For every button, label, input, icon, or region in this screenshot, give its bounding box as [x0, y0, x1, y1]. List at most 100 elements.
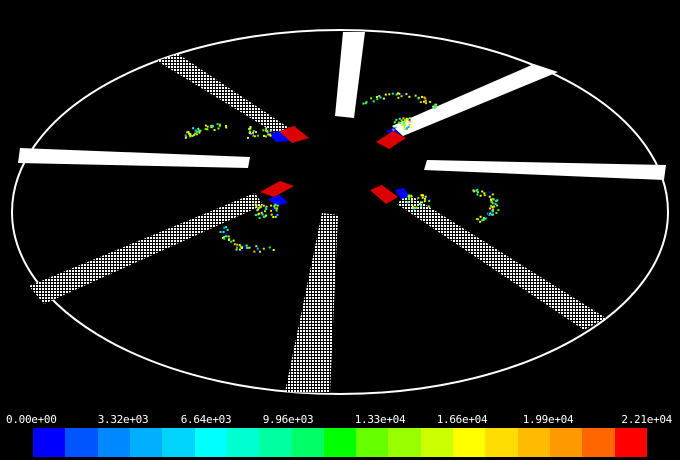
particle	[491, 213, 494, 216]
particle	[433, 103, 436, 106]
colorbar-swatch	[291, 428, 324, 457]
particle	[194, 129, 197, 132]
particle	[249, 130, 252, 133]
particle	[235, 248, 238, 251]
particle	[423, 200, 426, 203]
particles-group	[184, 92, 500, 253]
particle	[408, 95, 411, 98]
particle	[218, 124, 221, 127]
particle	[397, 92, 399, 95]
particle	[412, 207, 415, 210]
particle	[265, 127, 268, 130]
inlet-3	[370, 185, 398, 204]
particle	[488, 191, 491, 194]
particle	[206, 128, 209, 131]
particle	[496, 204, 498, 207]
particle	[272, 249, 275, 251]
particle	[411, 205, 414, 208]
particle	[400, 95, 403, 98]
particle	[435, 103, 438, 106]
particle	[409, 120, 412, 123]
particle	[496, 199, 499, 202]
particle	[479, 194, 482, 197]
particle	[258, 217, 261, 219]
particle	[488, 195, 491, 198]
blades-group	[18, 32, 666, 393]
particle	[482, 217, 485, 219]
colorbar-swatch	[65, 428, 98, 457]
legend-tick-label: 3.32e+03	[97, 413, 149, 426]
colorbar-swatch	[453, 428, 486, 457]
particle	[259, 205, 262, 208]
colorbar	[33, 428, 647, 457]
particle	[267, 133, 270, 136]
particle	[472, 189, 475, 192]
particle	[243, 244, 246, 247]
inlet-edge-1	[268, 131, 290, 142]
particle	[269, 134, 272, 137]
particle	[397, 96, 400, 99]
particle	[402, 121, 405, 124]
particle	[245, 244, 248, 247]
particle	[495, 211, 498, 214]
particle	[233, 243, 236, 246]
particle	[274, 204, 277, 206]
particle	[421, 95, 423, 98]
colorbar-swatch	[517, 428, 550, 457]
particle	[225, 226, 228, 229]
particle	[424, 99, 427, 102]
particle	[184, 134, 187, 137]
colorbar-swatch	[388, 428, 421, 457]
particle	[491, 202, 494, 205]
particle	[424, 195, 427, 198]
particle	[393, 127, 396, 130]
particle	[419, 101, 422, 104]
particle	[391, 92, 394, 95]
particle	[264, 135, 267, 138]
particle	[490, 204, 493, 207]
particle	[257, 206, 260, 209]
particle	[482, 218, 485, 221]
particle	[259, 250, 261, 253]
particle	[263, 134, 265, 137]
colorbar-swatch	[550, 428, 583, 457]
particle	[434, 105, 437, 108]
legend-tick-label: 6.64e+03	[180, 413, 232, 426]
particle	[476, 193, 479, 196]
particle	[378, 95, 381, 97]
particle	[424, 97, 427, 100]
particle	[405, 117, 408, 120]
particle	[255, 204, 258, 207]
particle	[405, 120, 408, 123]
particle	[490, 201, 493, 204]
particle	[429, 101, 432, 103]
domain-boundary	[11, 29, 669, 395]
particle	[398, 117, 401, 120]
particle	[490, 198, 492, 201]
particle	[424, 197, 426, 200]
particle	[274, 215, 277, 218]
particle	[273, 207, 276, 210]
particle	[420, 194, 423, 197]
particle	[476, 188, 479, 191]
particle	[362, 102, 365, 105]
particle	[252, 130, 255, 132]
colorbar-swatch	[356, 428, 389, 457]
particle	[403, 126, 406, 129]
particle	[489, 210, 492, 213]
particle	[410, 195, 413, 198]
particle	[393, 121, 396, 124]
particle	[246, 246, 249, 249]
particle	[241, 245, 244, 248]
particle	[223, 236, 226, 239]
particle	[404, 128, 406, 131]
particle	[276, 204, 279, 207]
particle	[394, 126, 397, 129]
particle	[407, 126, 410, 128]
particle	[422, 100, 425, 103]
particle	[477, 218, 480, 221]
particle	[265, 205, 268, 208]
particle	[265, 208, 268, 210]
particle	[223, 237, 226, 240]
particle	[211, 124, 214, 127]
